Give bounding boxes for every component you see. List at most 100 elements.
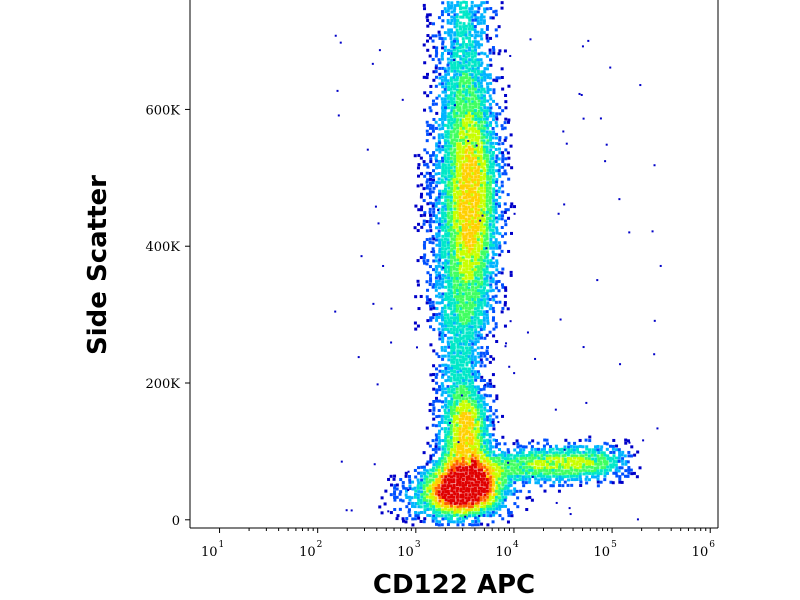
density-cell <box>438 369 442 373</box>
density-cell <box>482 435 486 439</box>
density-cell <box>485 232 489 236</box>
density-cell <box>461 435 465 439</box>
density-cell <box>426 298 430 302</box>
density-cell <box>417 307 421 311</box>
density-cell <box>417 466 421 470</box>
density-cell <box>483 97 487 101</box>
density-cell <box>483 270 487 274</box>
density-cell <box>461 472 465 476</box>
density-cell <box>449 499 453 503</box>
density-cell <box>480 250 484 254</box>
density-cell <box>464 207 468 211</box>
density-cell <box>431 285 435 289</box>
y-tick-label: 0 <box>172 514 180 529</box>
density-cell <box>452 213 456 217</box>
density-cell <box>471 279 475 283</box>
density-cell <box>459 336 463 340</box>
density-cell <box>432 508 436 512</box>
density-cell <box>452 478 456 482</box>
density-cell <box>479 409 483 413</box>
density-cell <box>458 358 462 362</box>
density-cell <box>449 346 453 350</box>
outlier-event <box>642 439 645 442</box>
density-cell <box>476 273 480 277</box>
density-cell <box>470 27 474 31</box>
density-cell <box>473 385 477 389</box>
density-cell <box>456 354 460 358</box>
density-cell <box>510 231 514 235</box>
density-cell <box>482 400 486 404</box>
density-cell <box>446 444 450 448</box>
density-cell <box>470 159 474 163</box>
density-cell <box>492 210 496 214</box>
density-cell <box>464 219 468 223</box>
density-cell <box>447 288 451 292</box>
density-cell <box>440 225 444 229</box>
density-cell <box>483 402 487 406</box>
density-cell <box>533 465 537 469</box>
density-cell <box>432 207 436 211</box>
density-cell <box>425 171 429 175</box>
density-cell <box>479 448 483 452</box>
density-cell <box>570 463 574 467</box>
density-cell <box>545 466 549 470</box>
density-cell <box>482 202 486 206</box>
density-cell <box>453 160 457 164</box>
density-cell <box>428 487 432 491</box>
density-cell <box>431 129 435 133</box>
density-cell <box>488 498 492 502</box>
density-cell <box>456 523 460 527</box>
density-cell <box>482 21 486 25</box>
density-cell <box>461 408 465 412</box>
density-cell <box>452 309 456 313</box>
density-cell <box>506 208 510 212</box>
density-cell <box>564 459 568 463</box>
density-cell <box>603 478 607 482</box>
density-cell <box>491 205 495 209</box>
density-cell <box>468 244 472 248</box>
density-cell <box>453 448 457 452</box>
density-cell <box>449 4 453 8</box>
density-cell <box>479 154 483 158</box>
density-cell <box>483 364 487 368</box>
density-cell <box>455 264 459 268</box>
density-cell <box>482 489 486 493</box>
density-cell <box>465 438 469 442</box>
density-cell <box>458 168 462 172</box>
density-cell <box>426 441 430 445</box>
density-cell <box>443 250 447 254</box>
density-cell <box>468 48 472 52</box>
density-cell <box>486 382 490 386</box>
density-cell <box>480 234 484 238</box>
density-cell <box>435 283 439 287</box>
density-cell <box>437 486 441 490</box>
density-cell <box>437 136 441 140</box>
density-cell <box>468 339 472 343</box>
density-cell <box>437 165 441 169</box>
density-cell <box>485 213 489 217</box>
density-cell <box>404 520 408 524</box>
density-cell <box>474 276 478 280</box>
density-cell <box>459 280 463 284</box>
density-cell <box>441 103 445 107</box>
density-cell <box>503 210 507 214</box>
density-cell <box>480 474 484 478</box>
density-cell <box>477 519 481 523</box>
density-cell <box>473 24 477 28</box>
density-cell <box>468 30 472 34</box>
density-cell <box>497 217 501 221</box>
density-cell <box>473 183 477 187</box>
density-cell <box>434 54 438 58</box>
density-cell <box>444 403 448 407</box>
density-cell <box>477 360 481 364</box>
density-cell <box>482 463 486 467</box>
density-cell <box>467 322 471 326</box>
density-cell <box>468 493 472 497</box>
density-cell <box>516 463 520 467</box>
density-cell <box>419 294 423 298</box>
density-cell <box>477 214 481 218</box>
density-cell <box>558 475 562 479</box>
density-cell <box>470 202 474 206</box>
density-cell <box>497 76 501 80</box>
density-cell <box>486 175 490 179</box>
